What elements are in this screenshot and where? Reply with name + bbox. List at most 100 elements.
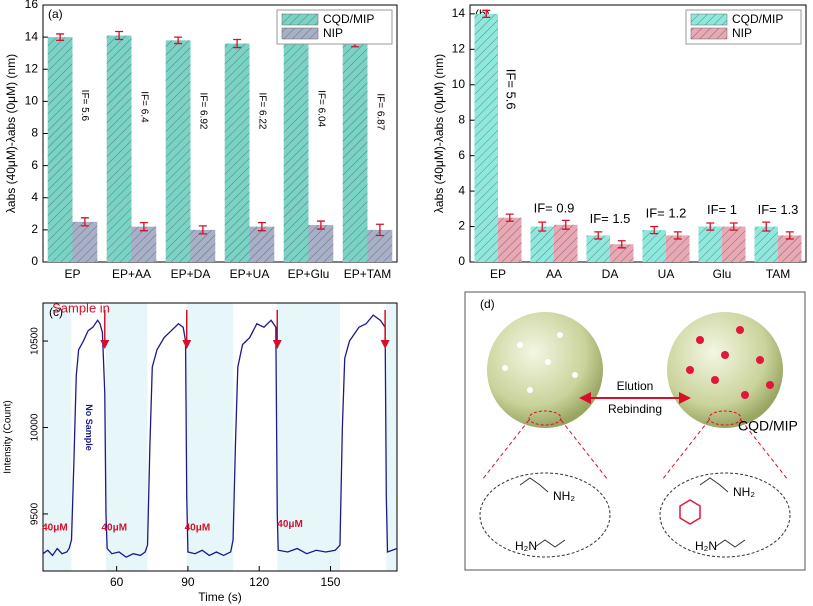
annotation: IF= 6.92 [197, 93, 208, 130]
bar-hatch [249, 226, 275, 262]
arrow-label: Elution [617, 379, 654, 393]
bar-hatch [283, 40, 309, 263]
shaded-region [105, 303, 148, 571]
x-tick-label: TAM [766, 267, 790, 281]
x-tick-label: 90 [181, 575, 195, 589]
arrow-label: Rebinding [608, 402, 662, 416]
legend-hatch [691, 28, 727, 39]
annotation: 40μM [277, 519, 303, 530]
bar-hatch [586, 235, 610, 262]
cavities [502, 332, 578, 393]
annotation: IF= 1 [707, 202, 737, 217]
error-bar [650, 225, 659, 235]
bound-molecules [686, 326, 774, 399]
bar-hatch [554, 224, 578, 262]
x-tick-label: EP+AA [112, 267, 151, 281]
x-tick-label: AA [546, 267, 562, 281]
x-tick-label: EP [64, 267, 80, 281]
y-tick-label: 6 [458, 148, 465, 162]
annotation: IF= 5.6 [79, 90, 90, 122]
zoom-right [708, 410, 742, 426]
legend-label: CQD/MIP [732, 12, 783, 26]
error-bar [174, 36, 183, 45]
error-bar [56, 33, 65, 41]
bar-hatch [778, 235, 802, 262]
error-bar [482, 9, 491, 19]
annotation: No Sample [84, 404, 94, 451]
y-tick-label: 0 [31, 254, 38, 268]
y-tick-label: 12 [452, 41, 466, 55]
x-tick-label: 60 [110, 575, 124, 589]
y-axis-label: Intensity (Count) [3, 400, 14, 473]
shaded-region [43, 303, 72, 571]
y-axis-label: λabs (40μM)-λabs (0μM) (nm) [432, 54, 446, 213]
bar-hatch [666, 235, 690, 262]
y-tick-label: 10500 [30, 327, 41, 355]
y-tick-label: 10 [25, 94, 39, 108]
annotation: IF= 6.87 [374, 93, 385, 130]
annotation: IF= 1.3 [758, 202, 799, 217]
error-bar [617, 240, 626, 249]
amine-label: H₂N [695, 539, 717, 553]
y-tick-label: 6 [31, 158, 38, 172]
y-tick-label: 4 [31, 190, 38, 204]
bar-hatch [131, 226, 157, 262]
annotation: IF= 6.4 [138, 91, 149, 123]
bar-hatch [610, 244, 634, 262]
y-tick-label: 14 [25, 29, 39, 43]
y-tick-label: 4 [458, 183, 465, 197]
legend-hatch [282, 28, 318, 39]
error-bar [233, 38, 242, 49]
error-bar [762, 221, 771, 232]
pocket-left [479, 472, 611, 558]
chains [519, 477, 746, 548]
x-tick-label: EP+UA [230, 267, 270, 281]
error-bar [594, 231, 603, 240]
bar-hatch [72, 221, 98, 262]
x-tick-label: EP+TAM [344, 267, 391, 281]
analyte [679, 499, 701, 525]
bar-hatch [698, 226, 722, 262]
amine-label: NH₂ [553, 489, 575, 503]
pocket-right [659, 472, 791, 558]
bar-hatch [342, 41, 368, 262]
legend-label: NIP [323, 26, 343, 40]
annotation: IF= 6.04 [315, 90, 326, 127]
shaded-region [386, 303, 397, 571]
y-tick-label: 9500 [30, 502, 41, 525]
y-tick-label: 14 [452, 6, 466, 20]
x-tick-label: 120 [249, 575, 269, 589]
annotation: IF= 6.22 [256, 93, 267, 130]
y-tick-label: 2 [458, 219, 465, 233]
y-tick-label: 2 [31, 222, 38, 236]
bar-hatch [308, 225, 334, 262]
error-bar [706, 222, 715, 231]
bar-hatch [106, 35, 132, 262]
plot-frame [469, 4, 807, 263]
bar-hatch [754, 226, 778, 262]
error-bar [139, 221, 148, 232]
y-axis-label: λabs (40μM)-λabs (0μM) (nm) [4, 54, 18, 213]
bar-hatch [498, 217, 522, 262]
error-bar [257, 221, 266, 232]
amine-label: H₂N [515, 539, 537, 553]
x-tick-label: 150 [320, 575, 340, 589]
y-tick-label: 8 [31, 126, 38, 140]
annotation: IF= 0.9 [534, 200, 575, 215]
bar-hatch [474, 13, 498, 262]
bar-hatch [165, 40, 191, 263]
sphere-left [487, 312, 603, 428]
y-tick-label: 16 [25, 0, 39, 11]
x-axis-label: Time (s) [198, 590, 242, 604]
annotation: 40μM [42, 522, 68, 533]
x-tick-label: EP+Glu [288, 267, 330, 281]
error-bar [198, 225, 207, 235]
bar-hatch [642, 230, 666, 262]
sphere-right [667, 312, 783, 428]
error-bar [375, 223, 384, 237]
y-tick-label: 10000 [30, 413, 41, 441]
bar-hatch [47, 37, 73, 262]
legend-label: CQD/MIP [323, 12, 374, 26]
annotation: IF= 1.5 [590, 211, 631, 226]
error-bar [561, 219, 570, 230]
